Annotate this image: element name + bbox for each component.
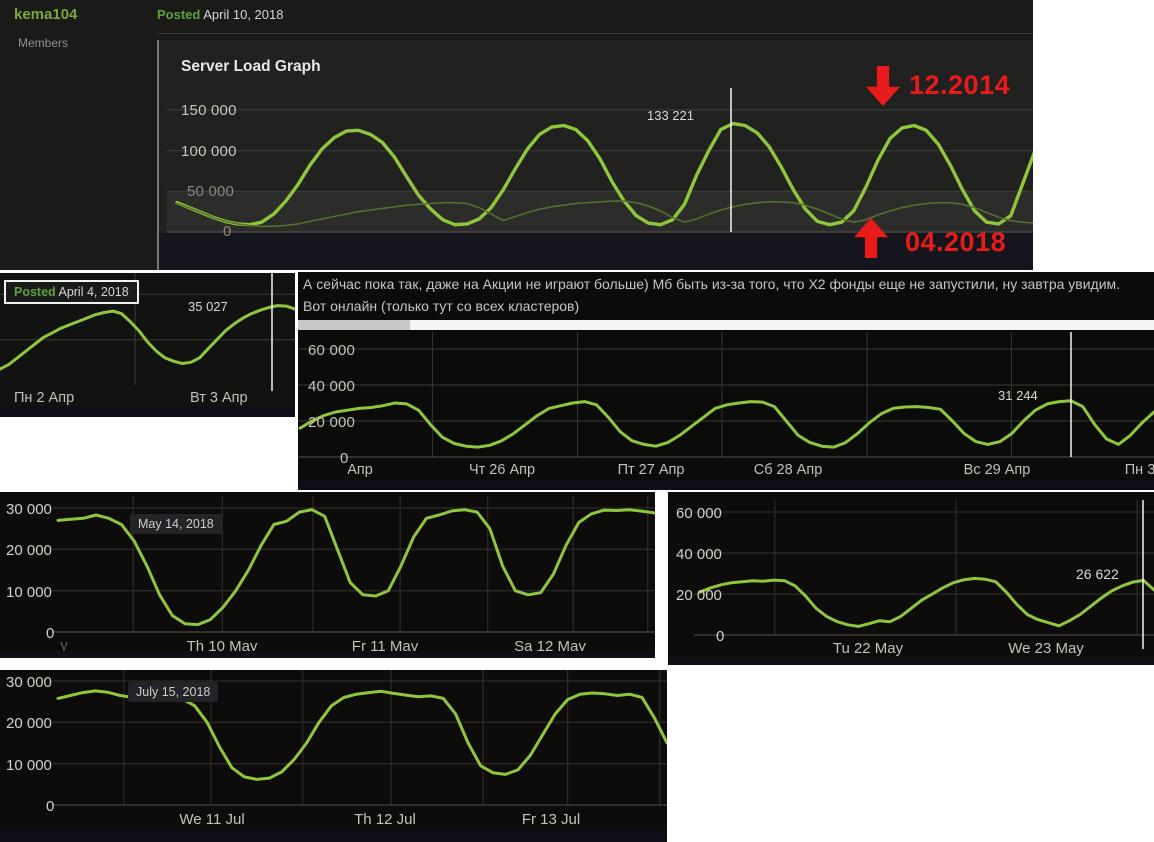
may10-chart bbox=[52, 496, 655, 633]
y-axis-label: 20 000 bbox=[6, 542, 52, 559]
y-axis-label: 30 000 bbox=[6, 674, 52, 691]
x-axis-label: Вт 3 Апр bbox=[190, 390, 248, 406]
posted-label: Posted bbox=[157, 7, 201, 22]
quoted-post-meta: Posted April 4, 2018 bbox=[4, 280, 139, 304]
forum-post-panel: kema104 Members Posted April 10, 2018 Se… bbox=[0, 0, 1033, 270]
may22-chart bbox=[694, 500, 1154, 649]
y-axis-label: 40 000 bbox=[676, 546, 722, 563]
username-link[interactable]: kema104 bbox=[14, 6, 78, 23]
marker-label-2014: 12.2014 bbox=[909, 70, 1011, 100]
member-role-label: Members bbox=[18, 36, 69, 50]
april-chart-panel: Posted April 4, 2018 35 027 Пн 2 Апр Вт … bbox=[0, 273, 295, 417]
divider bbox=[157, 33, 1033, 34]
chart-footer-strip bbox=[0, 407, 295, 417]
cropped-toolbar-strip bbox=[410, 320, 1154, 330]
cursor-value-label: 133 221 bbox=[647, 108, 694, 123]
comment-line-1: А сейчас пока так, даже на Акции не игра… bbox=[303, 276, 1121, 292]
y-axis-label: 0 bbox=[223, 223, 232, 240]
marker-label-2018: 04.2018 bbox=[905, 227, 1007, 257]
july-chart bbox=[52, 670, 667, 806]
chart-title: Server Load Graph bbox=[181, 58, 321, 75]
cursor-value-label: 31 244 bbox=[998, 388, 1038, 403]
cursor-value-label: 35 027 bbox=[188, 299, 228, 314]
x-axis-label: y bbox=[60, 638, 68, 654]
x-axis-label: Апр bbox=[347, 462, 373, 478]
late-april-chart bbox=[298, 332, 1154, 458]
y-axis-label: 20 000 bbox=[6, 715, 52, 732]
server-load-chart bbox=[167, 88, 1033, 233]
post-meta: Posted April 10, 2018 bbox=[157, 7, 283, 22]
may22-chart-panel: 60 000 40 000 20 000 0 26 622 Tu 22 May … bbox=[668, 492, 1154, 665]
y-axis-label: 0 bbox=[716, 628, 725, 645]
y-axis-label: 20 000 bbox=[308, 414, 356, 431]
y-axis-label: 150 000 bbox=[181, 102, 237, 119]
y-axis-label: 10 000 bbox=[6, 584, 52, 601]
posted-label: Posted bbox=[14, 285, 56, 299]
x-axis-label: We 11 Jul bbox=[179, 811, 245, 828]
server-load-chart-panel: Server Load Graph 150 000 100 000 50 000… bbox=[157, 40, 1033, 270]
y-axis-label: 40 000 bbox=[308, 378, 356, 395]
chart-footer-strip bbox=[0, 651, 655, 658]
x-axis-label: Th 12 Jul bbox=[354, 811, 416, 828]
y-axis-label: 20 000 bbox=[676, 587, 722, 604]
post-date: April 4, 2018 bbox=[58, 285, 129, 299]
x-axis-label: Пн 3 bbox=[1124, 462, 1154, 478]
date-tooltip: May 14, 2018 bbox=[130, 514, 222, 534]
x-axis-label: We 23 May bbox=[1008, 640, 1084, 657]
x-axis-label: Fr 13 Jul bbox=[521, 811, 581, 828]
x-axis-label: Вс 29 Апр bbox=[963, 462, 1031, 478]
x-axis-label: Пн 2 Апр bbox=[14, 390, 75, 406]
x-axis-label: Fr 11 May bbox=[351, 638, 419, 655]
post-date: April 10, 2018 bbox=[203, 7, 284, 22]
chart-footer-strip bbox=[298, 480, 1154, 490]
y-axis-label: 10 000 bbox=[6, 757, 52, 774]
chart-footer-strip bbox=[668, 657, 1154, 665]
x-axis-label: Tu 22 May bbox=[832, 640, 904, 657]
date-tooltip: July 15, 2018 bbox=[128, 682, 219, 702]
x-axis-label: Чт 26 Апр bbox=[468, 462, 536, 478]
y-axis-label: 0 bbox=[46, 798, 55, 815]
x-axis-label: Th 10 May bbox=[186, 638, 258, 655]
cursor-value-label: 26 622 bbox=[1076, 566, 1119, 582]
may10-chart-panel: 30 000 20 000 10 000 0 May 14, 2018 y Th… bbox=[0, 492, 655, 658]
y-axis-label: 60 000 bbox=[676, 505, 722, 522]
july-chart-panel: 30 000 20 000 10 000 0 July 15, 2018 We … bbox=[0, 670, 667, 842]
chart-footer-strip bbox=[159, 233, 1033, 270]
y-axis-label: 100 000 bbox=[181, 143, 237, 160]
x-axis-label: Sa 12 May bbox=[514, 638, 586, 655]
x-axis-label: Пт 27 Апр bbox=[617, 462, 685, 478]
y-axis-label: 0 bbox=[46, 625, 55, 642]
comment-line-2: Вот онлайн (только тут со всех кластеров… bbox=[303, 298, 580, 314]
y-axis-label: 50 000 bbox=[187, 183, 235, 200]
comment-chart-panel: А сейчас пока так, даже на Акции не игра… bbox=[298, 272, 1154, 490]
x-axis-label: Сб 28 Апр bbox=[753, 462, 823, 478]
cropped-toolbar-strip bbox=[298, 320, 410, 330]
chart-footer-strip bbox=[0, 830, 667, 842]
y-axis-label: 0 bbox=[340, 450, 349, 467]
y-axis-label: 60 000 bbox=[308, 342, 356, 359]
y-axis-label: 30 000 bbox=[6, 501, 52, 518]
